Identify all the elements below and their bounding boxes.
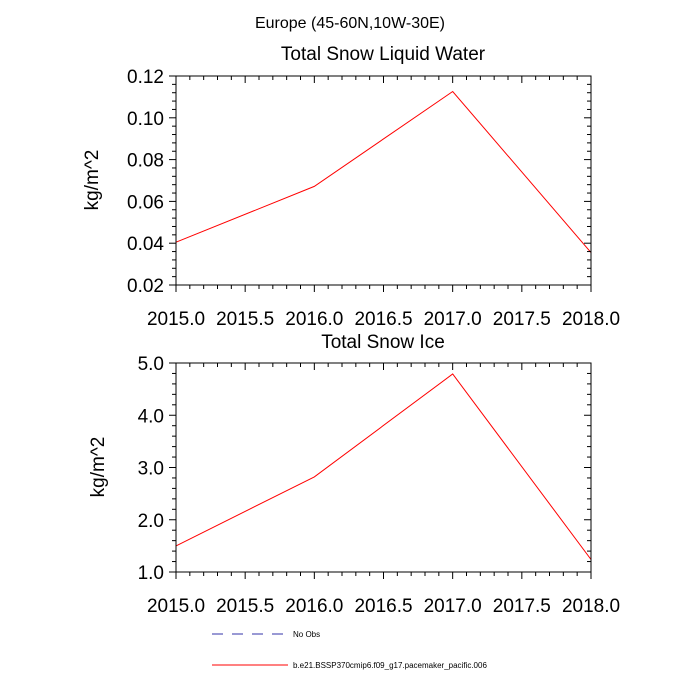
y-tick-label: 5.0	[138, 354, 164, 375]
figure-suptitle: Europe (45-60N,10W-30E)	[255, 15, 445, 32]
x-tick-label: 2018.0	[562, 596, 620, 617]
x-tick-label: 2016.5	[354, 596, 412, 617]
y-tick-label: 1.0	[138, 563, 164, 584]
series-line-0	[175, 373, 592, 560]
panel-snow-liquid-water: Total Snow Liquid Water kg/m^2 2015.0 201…	[82, 44, 620, 330]
series-line-0	[175, 90, 592, 253]
y-tick-label: 0.04	[127, 234, 164, 255]
panel-snow-ice: Total Snow Ice kg/m^2 2015.0 2015.5 2016.0…	[88, 332, 620, 617]
y-tick-label: 0.08	[127, 151, 164, 172]
x-tick-label: 2016.5	[354, 309, 412, 330]
y-tick-label: 0.12	[127, 67, 164, 88]
x-tick-label: 2017.0	[424, 596, 482, 617]
x-tick-label: 2015.5	[216, 309, 274, 330]
y-tick-label: 4.0	[138, 406, 164, 427]
x-tick-label: 2018.0	[562, 309, 620, 330]
legend: No Obs b.e21.BSSP370cmip6.f09_g17.pacema…	[212, 630, 487, 670]
x-tick-label: 2017.0	[424, 309, 482, 330]
y-tick-label: 0.02	[127, 276, 164, 297]
y-tick-label: 2.0	[138, 511, 164, 532]
x-tick-label: 2015.0	[147, 309, 205, 330]
y-axis-label: kg/m^2	[88, 437, 109, 498]
panel-title: Total Snow Liquid Water	[281, 44, 486, 65]
x-tick-label: 2016.0	[285, 596, 343, 617]
x-tick-label: 2015.0	[147, 596, 205, 617]
y-tick-label: 3.0	[138, 459, 164, 480]
x-tick-label: 2015.5	[216, 596, 274, 617]
legend-item-no-obs: No Obs	[212, 630, 320, 639]
panel-title: Total Snow Ice	[321, 332, 445, 353]
legend-item-model-run: b.e21.BSSP370cmip6.f09_g17.pacemaker_pac…	[212, 661, 487, 670]
x-tick-label: 2017.5	[493, 596, 551, 617]
y-tick-label: 0.06	[127, 192, 164, 213]
x-tick-label: 2017.5	[493, 309, 551, 330]
y-axis-label: kg/m^2	[82, 150, 103, 211]
legend-label: b.e21.BSSP370cmip6.f09_g17.pacemaker_pac…	[293, 661, 487, 670]
plot-frame	[175, 362, 592, 573]
legend-label: No Obs	[293, 630, 320, 639]
y-tick-label: 0.10	[127, 109, 164, 130]
x-tick-label: 2016.0	[285, 309, 343, 330]
